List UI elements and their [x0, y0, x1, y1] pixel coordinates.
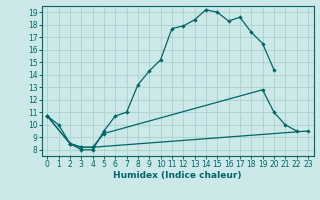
X-axis label: Humidex (Indice chaleur): Humidex (Indice chaleur) — [113, 171, 242, 180]
